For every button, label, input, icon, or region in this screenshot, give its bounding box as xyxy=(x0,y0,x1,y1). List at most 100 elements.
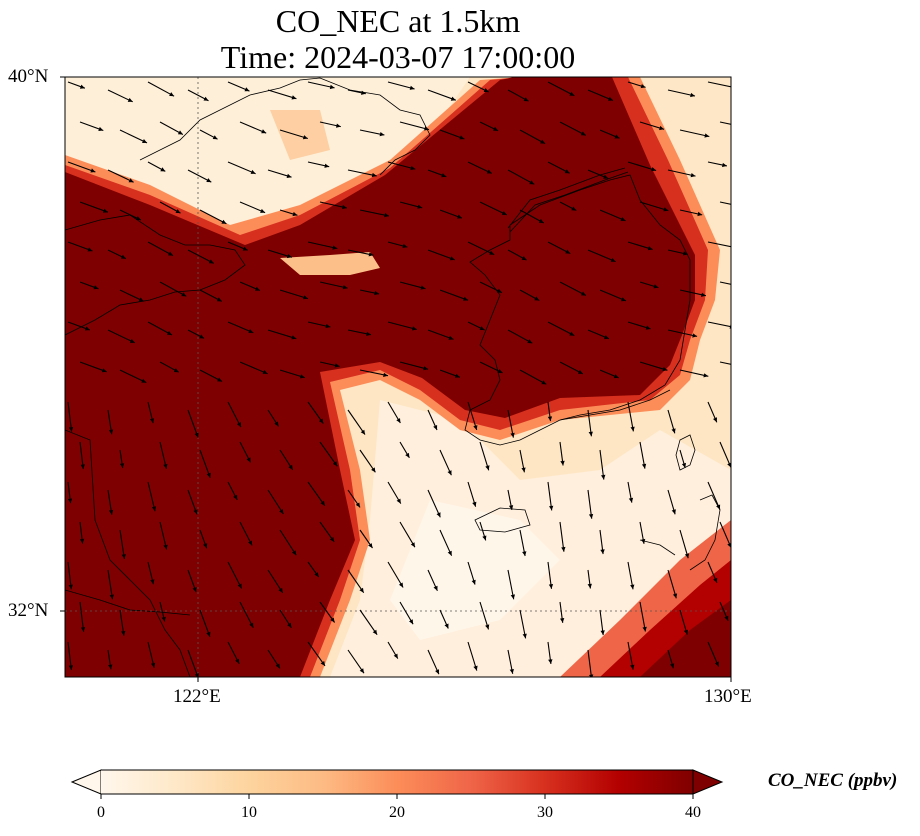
wind-arrow-shaft xyxy=(399,121,430,131)
wind-arrow-head xyxy=(291,550,297,556)
wind-arrow-shaft xyxy=(347,649,365,674)
wind-arrow-head xyxy=(336,123,341,128)
wind-arrow-head xyxy=(314,572,319,577)
wind-arrow-shaft xyxy=(267,89,297,100)
wind-arrow-head xyxy=(501,211,507,215)
wind-arrow-head xyxy=(529,180,535,185)
wind-arrow-head xyxy=(361,90,366,95)
wind-arrow-head xyxy=(447,550,452,556)
wind-arrow-head xyxy=(342,204,347,210)
colorbar-gradient xyxy=(101,770,693,794)
wind-arrow-shaft xyxy=(227,321,254,334)
wind-arrow-shaft xyxy=(67,401,73,432)
wind-arrow-head xyxy=(84,326,90,331)
wind-arrow-head xyxy=(610,257,616,262)
gridlines xyxy=(65,77,731,677)
wind-arrow-head xyxy=(135,216,141,220)
wind-arrow-shaft xyxy=(267,489,284,515)
wind-arrow-head xyxy=(409,619,414,625)
wind-arrow-head xyxy=(359,587,364,593)
wind-arrow-head xyxy=(288,464,293,470)
wind-arrow-head xyxy=(472,501,477,507)
wind-arrow-head xyxy=(141,378,147,383)
wind-arrow-shaft xyxy=(599,209,626,222)
wind-arrow-shaft xyxy=(159,441,167,469)
wind-arrow-head xyxy=(600,549,605,555)
wind-arrow-head xyxy=(108,664,113,670)
wind-arrow-head xyxy=(523,97,529,102)
wind-arrow-shaft xyxy=(387,81,415,90)
wind-arrow-shaft xyxy=(639,601,646,632)
wind-arrow-shaft xyxy=(719,361,731,365)
wind-arrow-head xyxy=(651,167,657,172)
wind-arrow-head xyxy=(701,292,706,297)
wind-arrow-shaft xyxy=(79,441,84,470)
wind-arrow-shaft xyxy=(707,481,721,510)
wind-arrow-head xyxy=(371,467,376,473)
colorbar-extend-max xyxy=(692,769,724,795)
wind-arrow-shaft xyxy=(279,529,297,556)
wind-arrow-shaft xyxy=(307,81,335,89)
wind-arrow-head xyxy=(192,587,197,592)
wind-arrow-head xyxy=(731,245,736,249)
wind-arrow-head xyxy=(68,427,74,432)
plot-title: CO_NEC at 1.5km xyxy=(275,3,521,39)
wind-arrow-head xyxy=(630,426,635,432)
wind-arrow-head xyxy=(565,249,571,254)
wind-arrow-head xyxy=(302,135,308,140)
wind-arrow-head xyxy=(471,579,476,585)
wind-arrow-shaft xyxy=(439,449,452,476)
wind-arrow-head xyxy=(359,668,364,674)
wind-arrow-head xyxy=(303,295,308,300)
wind-arrow-head xyxy=(647,246,653,251)
wind-arrow-head xyxy=(738,204,743,208)
wind-arrow-head xyxy=(398,582,404,588)
wind-arrow-head xyxy=(447,470,452,476)
wind-arrow-shaft xyxy=(639,201,669,212)
wind-arrow-head xyxy=(683,629,688,635)
wind-arrow-head xyxy=(79,538,85,544)
wind-arrow-head xyxy=(716,504,721,510)
wind-arrow-head xyxy=(402,243,408,248)
wind-arrow-shaft xyxy=(347,569,365,594)
wind-arrow-head xyxy=(628,497,634,503)
wind-arrow-head xyxy=(318,418,324,424)
wind-arrow-shaft xyxy=(199,209,227,225)
wind-arrow-shaft xyxy=(547,481,553,511)
wind-arrow-shaft xyxy=(267,569,284,594)
wind-arrow-head xyxy=(291,335,297,340)
wind-arrow-head xyxy=(671,428,676,434)
wind-arrow-shaft xyxy=(107,169,134,183)
wind-arrow-head xyxy=(722,162,727,168)
wind-arrow-head xyxy=(193,509,198,515)
wind-arrow-head xyxy=(463,296,469,301)
wind-arrow-shaft xyxy=(719,121,731,125)
wind-arrow-shaft xyxy=(267,329,297,340)
wind-arrow-head xyxy=(662,366,668,372)
wind-arrow-shaft xyxy=(147,481,156,512)
wind-arrow-head xyxy=(371,172,377,178)
wind-arrow-shaft xyxy=(187,249,215,264)
wind-arrow-head xyxy=(248,540,253,546)
wind-arrow-head xyxy=(261,129,267,134)
wind-arrow-shaft xyxy=(467,401,478,431)
wind-arrow-head xyxy=(206,631,211,637)
wind-arrow-head xyxy=(108,509,114,515)
wind-arrow-head xyxy=(142,139,147,143)
wind-arrow-head xyxy=(121,630,126,636)
wind-arrow-head xyxy=(246,457,251,463)
wind-arrow-head xyxy=(235,658,240,664)
wind-arrow-head xyxy=(690,92,695,98)
wind-arrow-shaft xyxy=(79,201,109,213)
wind-arrow-head xyxy=(547,416,553,422)
wind-arrow-head xyxy=(212,135,218,140)
wind-arrow-shaft xyxy=(667,569,677,599)
wind-arrow-shaft xyxy=(159,521,168,550)
wind-arrow-shaft xyxy=(519,609,527,639)
wind-arrow-head xyxy=(199,334,205,339)
wind-arrow-shaft xyxy=(547,81,575,97)
wind-arrow-head xyxy=(510,594,515,600)
map-frame xyxy=(64,76,732,678)
wind-arrow-shaft xyxy=(559,281,587,296)
